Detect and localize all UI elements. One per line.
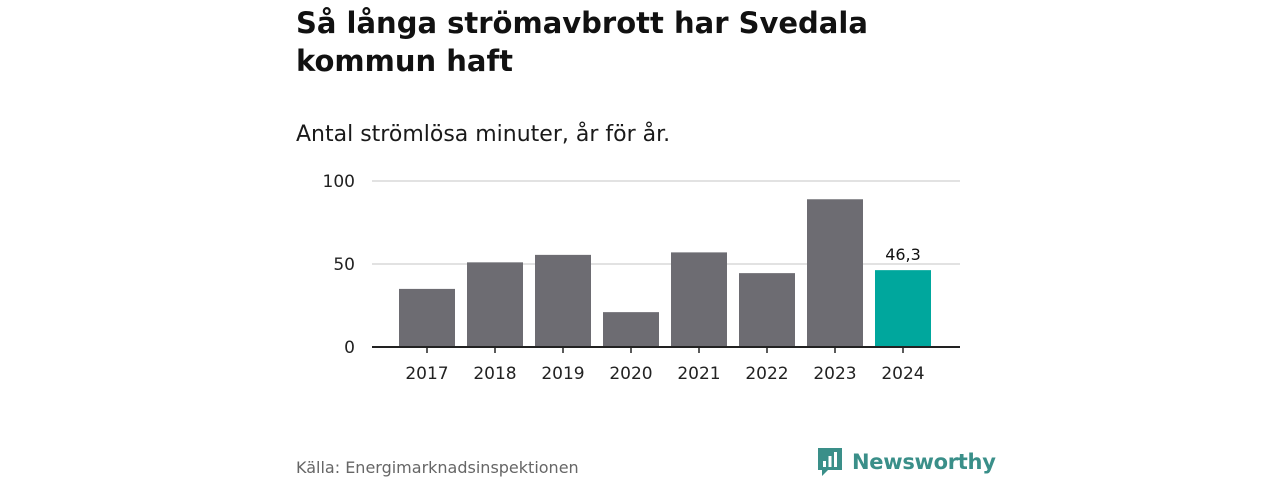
x-tick-label: 2018 <box>473 364 516 384</box>
x-tick-label: 2020 <box>609 364 652 384</box>
x-tick-label: 2019 <box>541 364 584 384</box>
data-label: 46,3 <box>885 245 921 264</box>
x-tick-label: 2021 <box>677 364 720 384</box>
chart-title: Så långa strömavbrott har Svedala kommun… <box>296 6 868 78</box>
bar <box>399 288 455 347</box>
brand-name: Newsworthy <box>852 450 996 474</box>
bar <box>603 312 659 347</box>
bar <box>807 199 863 347</box>
source-note: Källa: Energimarknadsinspektionen <box>296 458 579 477</box>
x-tick-label: 2022 <box>745 364 788 384</box>
bar <box>535 254 591 347</box>
bar <box>739 273 795 347</box>
y-tick-label: 0 <box>344 338 355 358</box>
bar-chart: 0 50 100 2017 2018 2019 2020 2021 2022 2023 2024 46… <box>323 172 960 384</box>
bar <box>467 262 523 347</box>
x-tick-label: 2023 <box>813 364 856 384</box>
bar <box>875 270 931 347</box>
y-tick-label: 50 <box>333 255 355 275</box>
chart-subtitle: Antal strömlösa minuter, år för år. <box>296 122 671 147</box>
y-tick-label: 100 <box>323 172 355 192</box>
x-tick-label: 2017 <box>405 364 448 384</box>
brand-logo: Newsworthy <box>816 446 996 478</box>
newsworthy-logo-icon <box>818 448 842 476</box>
bar <box>671 252 727 347</box>
x-tick-label: 2024 <box>881 364 924 384</box>
